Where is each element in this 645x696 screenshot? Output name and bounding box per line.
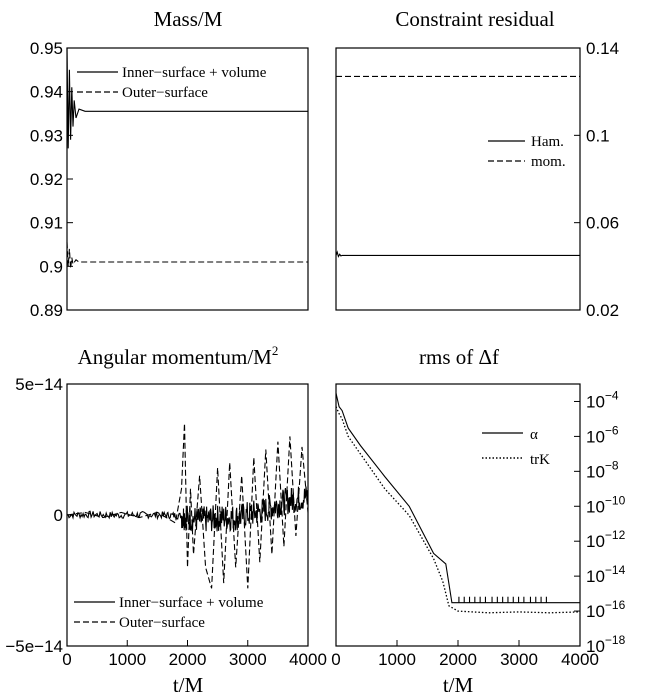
panel-rms-x-label: t/M: [443, 673, 474, 696]
series-line-outer-surface: [66, 423, 309, 589]
series-line--: [335, 392, 580, 604]
panel-constraint-series: [335, 75, 580, 258]
x-tick-label: 3000: [229, 650, 267, 669]
panel-constraint: Constraint residual 0.14 0.1 0.06 0.02 Ham.…: [335, 7, 619, 320]
x-tick-label: 1000: [108, 650, 146, 669]
series-line-trk: [335, 406, 581, 614]
y-tick-label: 0.91: [30, 214, 63, 233]
legend-label-alpha: α: [530, 427, 538, 443]
y-tick-label: 0.92: [30, 170, 63, 189]
y-tick-label: 10−16: [586, 598, 626, 621]
series-line-outer-surface: [66, 242, 308, 269]
series-line-ham-: [335, 250, 580, 258]
panel-rms-legend: α trK: [482, 427, 550, 468]
y-tick-label: 0.93: [30, 126, 63, 145]
x-tick-label: 2000: [439, 650, 477, 669]
y-tick-label: 0: [54, 506, 63, 525]
x-tick-label: 0: [62, 650, 71, 669]
series-line-inner-surface-volume: [66, 47, 308, 149]
panel-mass-title: Mass/M: [154, 7, 223, 31]
legend-label-outer: Outer−surface: [122, 85, 208, 101]
y-tick-label: −5e−14: [5, 637, 63, 656]
panel-angular-title: Angular momentum/M2: [78, 343, 279, 369]
x-tick-label: 2000: [169, 650, 207, 669]
legend-label-ham: Ham.: [531, 134, 564, 150]
x-tick-label: 4000: [289, 650, 327, 669]
y-tick-label: 0.89: [30, 301, 63, 320]
y-tick-label: 10−6: [586, 423, 619, 446]
panel-angular-ticks: 5e−140−5e−140 1000 2000 3000 4000: [5, 375, 327, 669]
panel-rms-series: [335, 392, 581, 614]
legend-label-trk: trK: [530, 452, 550, 468]
y-tick-label: 10−18: [586, 633, 626, 656]
legend-label-outer: Outer−surface: [119, 615, 205, 631]
y-tick-label: 10−10: [586, 493, 626, 516]
y-tick-label: 10−12: [586, 528, 626, 551]
panel-angular-series: [66, 423, 309, 589]
panel-constraint-legend: Ham. mom.: [488, 134, 566, 170]
legend-background: [70, 591, 300, 633]
legend-label-mom: mom.: [531, 154, 566, 170]
panel-mass-series: [66, 47, 308, 269]
panel-constraint-y-ticks: 0.14 0.1 0.06 0.02: [574, 39, 619, 320]
panel-angular-legend: Inner−surface + volume Outer−surface: [70, 591, 300, 633]
y-tick-label: 0.06: [586, 214, 619, 233]
series-line-inner-surface-volume: [66, 486, 309, 533]
y-tick-label: 10−4: [586, 388, 619, 411]
x-tick-label: 0: [331, 650, 340, 669]
panel-rms-frame: [335, 383, 581, 647]
panel-constraint-title: Constraint residual: [395, 7, 554, 31]
panel-mass-y-ticks: 0.95 0.94 0.93 0.92 0.91 0.9 0.89: [30, 39, 73, 320]
panel-mass-legend: Inner−surface + volume Outer−surface: [77, 65, 267, 101]
panel-rms-title: rms of Δf: [419, 345, 499, 369]
panel-constraint-frame: [335, 47, 581, 311]
y-tick-label: 10−14: [586, 563, 626, 586]
panel-rms-ticks: 0 1000 2000 3000 4000 10−4 10−6 10−8 10−10 10−12 1…: [331, 388, 625, 669]
x-tick-label: 3000: [500, 650, 538, 669]
y-tick-label: 0.02: [586, 301, 619, 320]
y-tick-label: 0.9: [39, 257, 63, 276]
legend-label-inner: Inner−surface + volume: [119, 595, 264, 611]
y-tick-label: 0.14: [586, 39, 619, 58]
panel-angular: Angular momentum/M2 5e−140−5e−140 1000 200…: [5, 343, 327, 696]
y-tick-label: 10−8: [586, 458, 619, 481]
y-tick-label: 0.94: [30, 83, 63, 102]
panel-angular-x-label: t/M: [173, 673, 204, 696]
panel-rms: rms of Δf 0 1000 2000 3000 4000 10−4 10−6 10−8 1…: [331, 345, 625, 696]
y-tick-label: 5e−14: [15, 375, 63, 394]
y-tick-label: 0.1: [586, 126, 610, 145]
legend-label-inner: Inner−surface + volume: [122, 65, 267, 81]
x-tick-label: 4000: [561, 650, 599, 669]
x-tick-label: 1000: [378, 650, 416, 669]
y-tick-label: 0.95: [30, 39, 63, 58]
panel-mass: Mass/M 0.95 0.94 0.93 0.92 0.91 0.9 0.89 Inner…: [30, 7, 309, 320]
